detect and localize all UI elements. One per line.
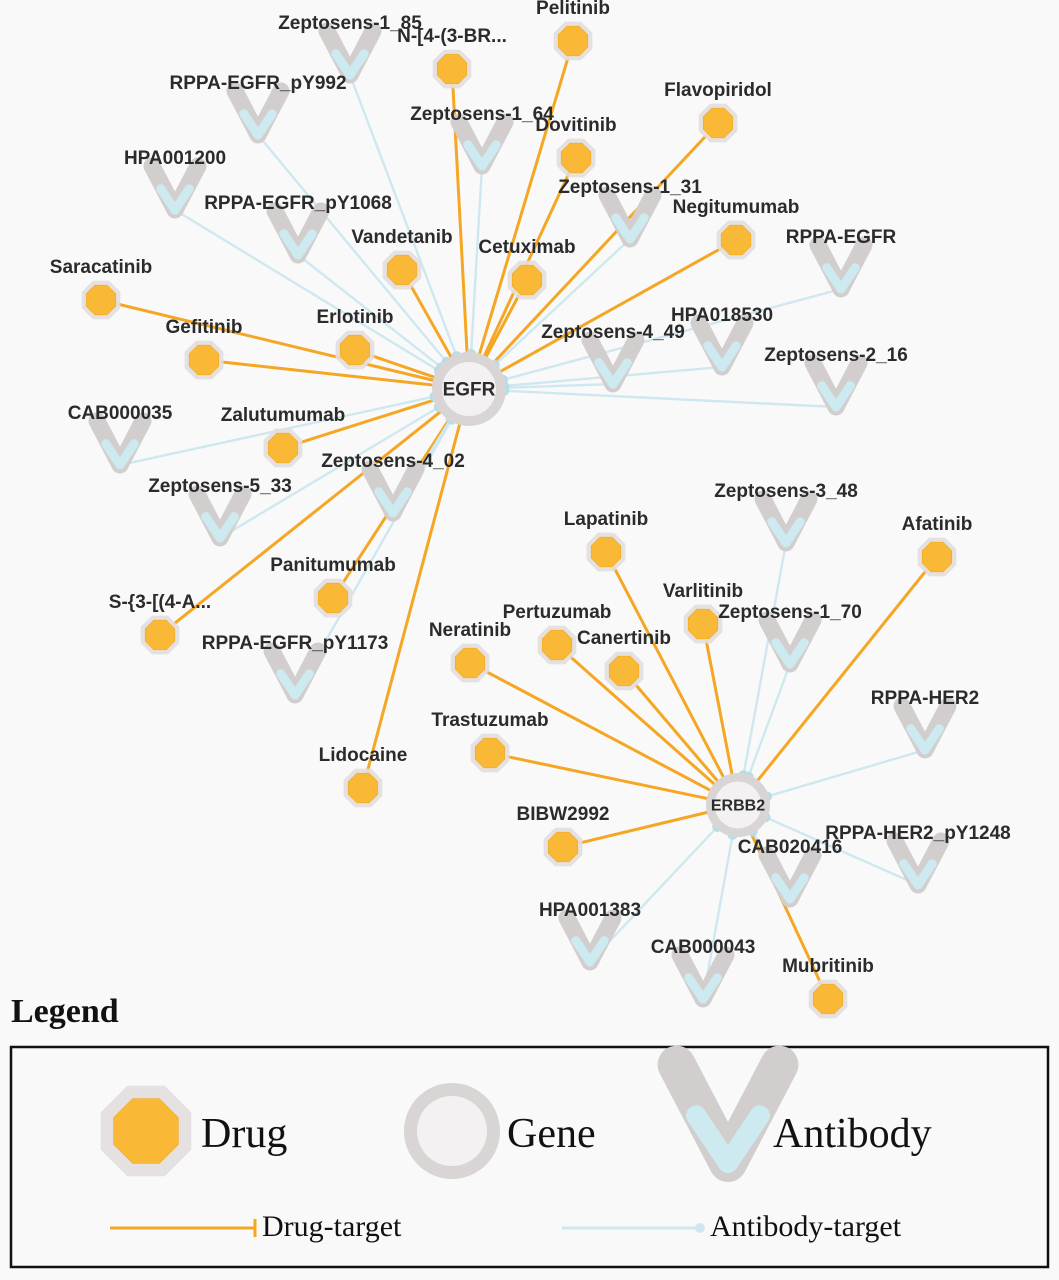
svg-text:Gefitinib: Gefitinib bbox=[165, 317, 242, 338]
svg-text:Antibody: Antibody bbox=[773, 1111, 932, 1157]
svg-text:Panitumumab: Panitumumab bbox=[270, 555, 396, 576]
svg-text:HPA001200: HPA001200 bbox=[124, 148, 226, 169]
svg-text:RPPA-EGFR_pY992: RPPA-EGFR_pY992 bbox=[169, 73, 346, 94]
svg-text:CAB000043: CAB000043 bbox=[651, 937, 756, 958]
svg-text:Zeptosens-4_02: Zeptosens-4_02 bbox=[321, 451, 465, 472]
svg-text:Pertuzumab: Pertuzumab bbox=[503, 602, 612, 623]
svg-text:Zeptosens-3_48: Zeptosens-3_48 bbox=[714, 481, 858, 502]
svg-text:CAB020416: CAB020416 bbox=[738, 837, 843, 858]
svg-text:Legend: Legend bbox=[11, 993, 119, 1030]
svg-text:Flavopiridol: Flavopiridol bbox=[664, 80, 772, 101]
svg-text:Trastuzumab: Trastuzumab bbox=[431, 710, 548, 731]
svg-text:Canertinib: Canertinib bbox=[577, 628, 671, 649]
svg-text:Mubritinib: Mubritinib bbox=[782, 956, 874, 977]
svg-text:S-{3-[(4-A...: S-{3-[(4-A... bbox=[109, 592, 211, 613]
svg-text:EGFR: EGFR bbox=[443, 379, 496, 400]
svg-text:ERBB2: ERBB2 bbox=[711, 797, 765, 814]
svg-text:Zeptosens-2_16: Zeptosens-2_16 bbox=[764, 345, 908, 366]
svg-text:Varlitinib: Varlitinib bbox=[663, 581, 743, 602]
svg-text:BIBW2992: BIBW2992 bbox=[517, 804, 610, 825]
svg-text:Antibody-target: Antibody-target bbox=[710, 1210, 902, 1243]
svg-text:Zeptosens-1_70: Zeptosens-1_70 bbox=[718, 602, 862, 623]
svg-text:HPA001383: HPA001383 bbox=[539, 900, 641, 921]
svg-text:Neratinib: Neratinib bbox=[429, 620, 511, 641]
svg-text:RPPA-EGFR_pY1173: RPPA-EGFR_pY1173 bbox=[202, 633, 389, 654]
svg-text:RPPA-HER2_pY1248: RPPA-HER2_pY1248 bbox=[825, 823, 1011, 844]
svg-text:RPPA-EGFR: RPPA-EGFR bbox=[786, 227, 897, 248]
svg-text:Vandetanib: Vandetanib bbox=[351, 227, 452, 248]
svg-text:Pelitinib: Pelitinib bbox=[536, 0, 610, 19]
svg-text:Saracatinib: Saracatinib bbox=[50, 257, 152, 278]
svg-text:Drug-target: Drug-target bbox=[262, 1210, 402, 1243]
svg-text:Negitumumab: Negitumumab bbox=[673, 197, 800, 218]
svg-text:Lapatinib: Lapatinib bbox=[564, 509, 648, 530]
svg-text:Zeptosens-5_33: Zeptosens-5_33 bbox=[148, 476, 292, 497]
svg-text:Afatinib: Afatinib bbox=[902, 514, 973, 535]
svg-text:HPA018530: HPA018530 bbox=[671, 305, 773, 326]
svg-text:Erlotinib: Erlotinib bbox=[316, 307, 393, 328]
svg-text:Lidocaine: Lidocaine bbox=[319, 745, 408, 766]
svg-text:RPPA-HER2: RPPA-HER2 bbox=[871, 688, 979, 709]
svg-text:Cetuximab: Cetuximab bbox=[478, 237, 575, 258]
svg-text:Zeptosens-1_64: Zeptosens-1_64 bbox=[410, 104, 554, 125]
svg-text:Zalutumumab: Zalutumumab bbox=[221, 405, 346, 426]
svg-text:CAB000035: CAB000035 bbox=[68, 403, 173, 424]
svg-text:Zeptosens-4_49: Zeptosens-4_49 bbox=[541, 322, 685, 343]
svg-text:Gene: Gene bbox=[507, 1111, 596, 1157]
svg-text:RPPA-EGFR_pY1068: RPPA-EGFR_pY1068 bbox=[204, 193, 392, 214]
svg-text:Zeptosens-1_31: Zeptosens-1_31 bbox=[558, 177, 702, 198]
svg-text:Drug: Drug bbox=[201, 1111, 287, 1157]
svg-text:Zeptosens-1_85: Zeptosens-1_85 bbox=[278, 13, 422, 34]
